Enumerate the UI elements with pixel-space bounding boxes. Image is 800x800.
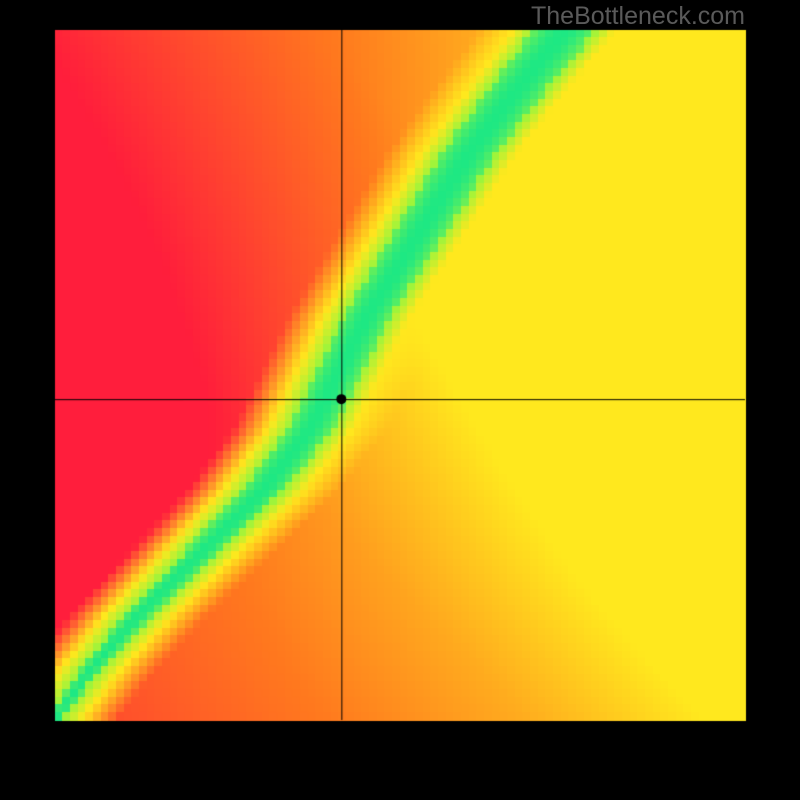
chart-container: TheBottleneck.com [0, 0, 800, 800]
bottleneck-heatmap [0, 0, 800, 800]
watermark-text: TheBottleneck.com [531, 2, 745, 31]
